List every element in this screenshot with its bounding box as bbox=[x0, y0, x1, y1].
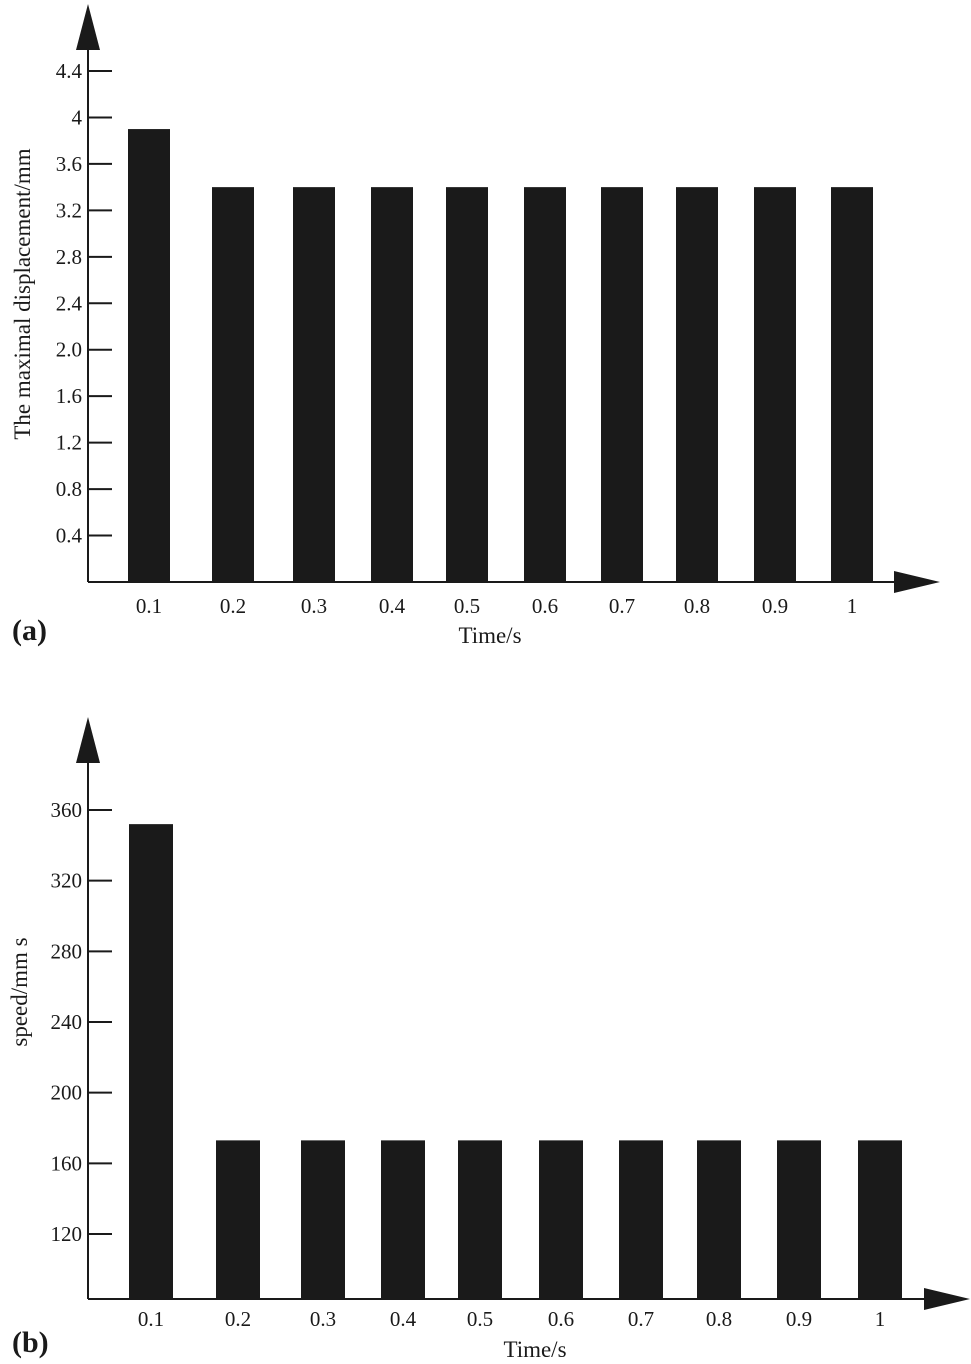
panel-b-bar bbox=[381, 1140, 425, 1299]
panel-b-x-tick-label: 0.4 bbox=[390, 1307, 417, 1331]
panel-a-bar bbox=[831, 187, 873, 583]
panel-a-x-tick-labels: 0.1 0.2 0.3 0.4 0.5 0.6 0.7 0.8 0.9 1 bbox=[136, 594, 857, 618]
panel-a-bar bbox=[128, 129, 170, 582]
panel-a-x-axis-arrow bbox=[894, 571, 940, 593]
panel-a-y-axis-title: The maximal displacement/mm bbox=[10, 148, 35, 439]
panel-a-y-tick-label: 0.8 bbox=[56, 477, 82, 501]
panel-a-x-tick-label: 0.9 bbox=[762, 594, 788, 618]
panel-b-label: (b) bbox=[12, 1326, 49, 1359]
panel-b-x-tick-label: 0.3 bbox=[310, 1307, 336, 1331]
panel-b-bar bbox=[216, 1140, 260, 1299]
panel-b-bar bbox=[858, 1140, 902, 1299]
panel-a-y-tick-label: 1.2 bbox=[56, 431, 82, 455]
panel-a-bar bbox=[212, 187, 254, 583]
panel-b-y-tick-label: 200 bbox=[51, 1081, 83, 1105]
panel-b-bar bbox=[458, 1140, 502, 1299]
panel-a-x-tick-label: 0.7 bbox=[609, 594, 635, 618]
panel-a-chart: 0.40.81.21.62.02.42.83.23.644.4 0.1 0.2 0.… bbox=[10, 4, 940, 648]
panel-a-x-tick-label: 0.1 bbox=[136, 594, 162, 618]
panel-b-y-tick-label: 120 bbox=[51, 1222, 83, 1246]
panel-b-bar bbox=[129, 824, 173, 1299]
panel-a-bars bbox=[128, 129, 873, 583]
panel-a-x-tick-label: 0.4 bbox=[379, 594, 406, 618]
panel-a-x-tick-label: 0.5 bbox=[454, 594, 480, 618]
panel-a-y-tick-label: 0.4 bbox=[56, 524, 83, 548]
panel-a-x-tick-label: 0.3 bbox=[301, 594, 327, 618]
panel-b-x-tick-labels: 0.1 0.2 0.3 0.4 0.5 0.6 0.7 0.8 0.9 1 bbox=[138, 1307, 885, 1331]
panel-a-y-tick-label: 4.4 bbox=[56, 59, 83, 83]
panel-a-bar bbox=[524, 187, 566, 583]
panel-b-bar bbox=[777, 1140, 821, 1299]
panel-b-x-tick-label: 1 bbox=[875, 1307, 886, 1331]
panel-b-y-tick-label: 320 bbox=[51, 869, 83, 893]
panel-b-x-tick-label: 0.9 bbox=[786, 1307, 812, 1331]
panel-a-y-tick-label: 4 bbox=[72, 105, 83, 129]
panel-a-y-tick-label: 2.8 bbox=[56, 245, 82, 269]
panel-a-bar bbox=[293, 187, 335, 583]
panel-b-x-tick-label: 0.8 bbox=[706, 1307, 732, 1331]
panel-b-y-tick-label: 240 bbox=[51, 1010, 83, 1034]
panel-a-axes bbox=[76, 4, 940, 593]
panel-a-bar bbox=[754, 187, 796, 583]
panel-b-y-tick-label: 160 bbox=[51, 1151, 83, 1175]
panel-a-x-axis-title: Time/s bbox=[458, 623, 521, 648]
panel-b-bar bbox=[619, 1140, 663, 1299]
panel-a-y-tick-label: 1.6 bbox=[56, 384, 82, 408]
panel-a-bar bbox=[676, 187, 718, 583]
panel-a-x-tick-label: 1 bbox=[847, 594, 858, 618]
panel-b-y-tick-label: 360 bbox=[51, 798, 83, 822]
panel-b-bar bbox=[539, 1140, 583, 1299]
panel-a-y-ticks: 0.4 0.8 1.2 1.6 2.0 2.4 2.8 3.2 3.6 4 4.4 bbox=[56, 59, 112, 548]
panel-b-x-tick-label: 0.6 bbox=[548, 1307, 574, 1331]
panel-b-x-tick-label: 0.2 bbox=[225, 1307, 251, 1331]
panel-a-x-tick-label: 0.6 bbox=[532, 594, 558, 618]
panel-a-x-tick-label: 0.2 bbox=[220, 594, 246, 618]
panel-a-bar bbox=[601, 187, 643, 583]
panel-a-y-tick-label: 3.2 bbox=[56, 198, 82, 222]
panel-b-bars bbox=[129, 824, 902, 1299]
panel-a-y-tick-label: 3.6 bbox=[56, 152, 82, 176]
panel-b-x-tick-label: 0.7 bbox=[628, 1307, 654, 1331]
panel-a-label: (a) bbox=[12, 614, 47, 647]
panel-a-x-tick-label: 0.8 bbox=[684, 594, 710, 618]
panel-b-y-axis-title: speed/mm s bbox=[7, 937, 32, 1046]
panel-a-y-tick-label: 2.4 bbox=[56, 291, 83, 315]
panel-b-chart: 120 160 200 240 280 320 360 0.1 0.2 0.3 0.4 0.5 0.6… bbox=[7, 717, 970, 1362]
panel-a-bar bbox=[371, 187, 413, 583]
panel-b-x-axis-title: Time/s bbox=[503, 1337, 566, 1362]
panel-b-y-tick-label: 280 bbox=[51, 939, 83, 963]
panel-b-y-axis-arrow bbox=[76, 717, 100, 763]
panel-b-x-tick-label: 0.1 bbox=[138, 1307, 164, 1331]
panel-a-y-tick-label: 2.0 bbox=[56, 338, 82, 362]
panel-b-x-axis-arrow bbox=[924, 1288, 970, 1310]
panel-b-bar bbox=[301, 1140, 345, 1299]
panel-a-y-axis-arrow bbox=[76, 4, 100, 50]
panel-b-y-ticks: 120 160 200 240 280 320 360 bbox=[51, 798, 112, 1246]
panel-b-axes bbox=[76, 717, 970, 1310]
panel-b-x-tick-label: 0.5 bbox=[467, 1307, 493, 1331]
panel-b-bar bbox=[697, 1140, 741, 1299]
panel-a-bar bbox=[446, 187, 488, 583]
